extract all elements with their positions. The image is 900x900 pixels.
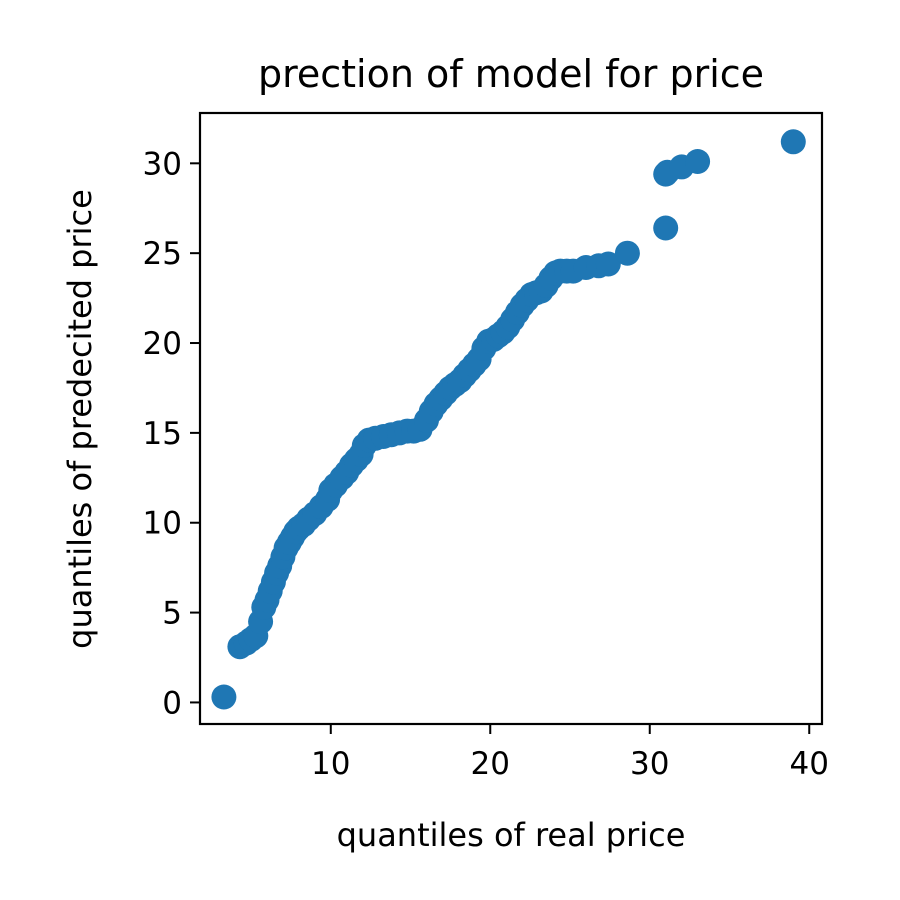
y-tick-label: 5 xyxy=(162,596,182,632)
x-axis-label: quantiles of real price xyxy=(337,816,686,854)
y-tick-label: 15 xyxy=(143,416,182,452)
x-tick-label: 10 xyxy=(311,746,350,782)
data-point xyxy=(614,240,640,266)
x-tick-label: 30 xyxy=(630,746,669,782)
data-point xyxy=(595,251,621,277)
y-tick-label: 20 xyxy=(143,326,182,362)
chart-title: prection of model for price xyxy=(258,52,764,96)
points-layer xyxy=(211,129,806,710)
data-point xyxy=(211,684,237,710)
x-tick-label: 20 xyxy=(471,746,510,782)
data-point xyxy=(780,129,806,155)
y-tick-label: 25 xyxy=(143,236,182,272)
x-tick-label: 40 xyxy=(790,746,829,782)
y-tick-label: 10 xyxy=(143,506,182,542)
data-point xyxy=(685,149,711,174)
y-tick-label: 0 xyxy=(162,685,182,721)
data-point xyxy=(653,215,679,241)
y-tick-label: 30 xyxy=(143,146,182,182)
ticks-layer: 10 20 30 40 0 5 10 15 20 25 30 xyxy=(143,146,829,782)
y-axis-label: quantiles of predecited price xyxy=(61,189,99,649)
plot-frame xyxy=(198,111,824,726)
